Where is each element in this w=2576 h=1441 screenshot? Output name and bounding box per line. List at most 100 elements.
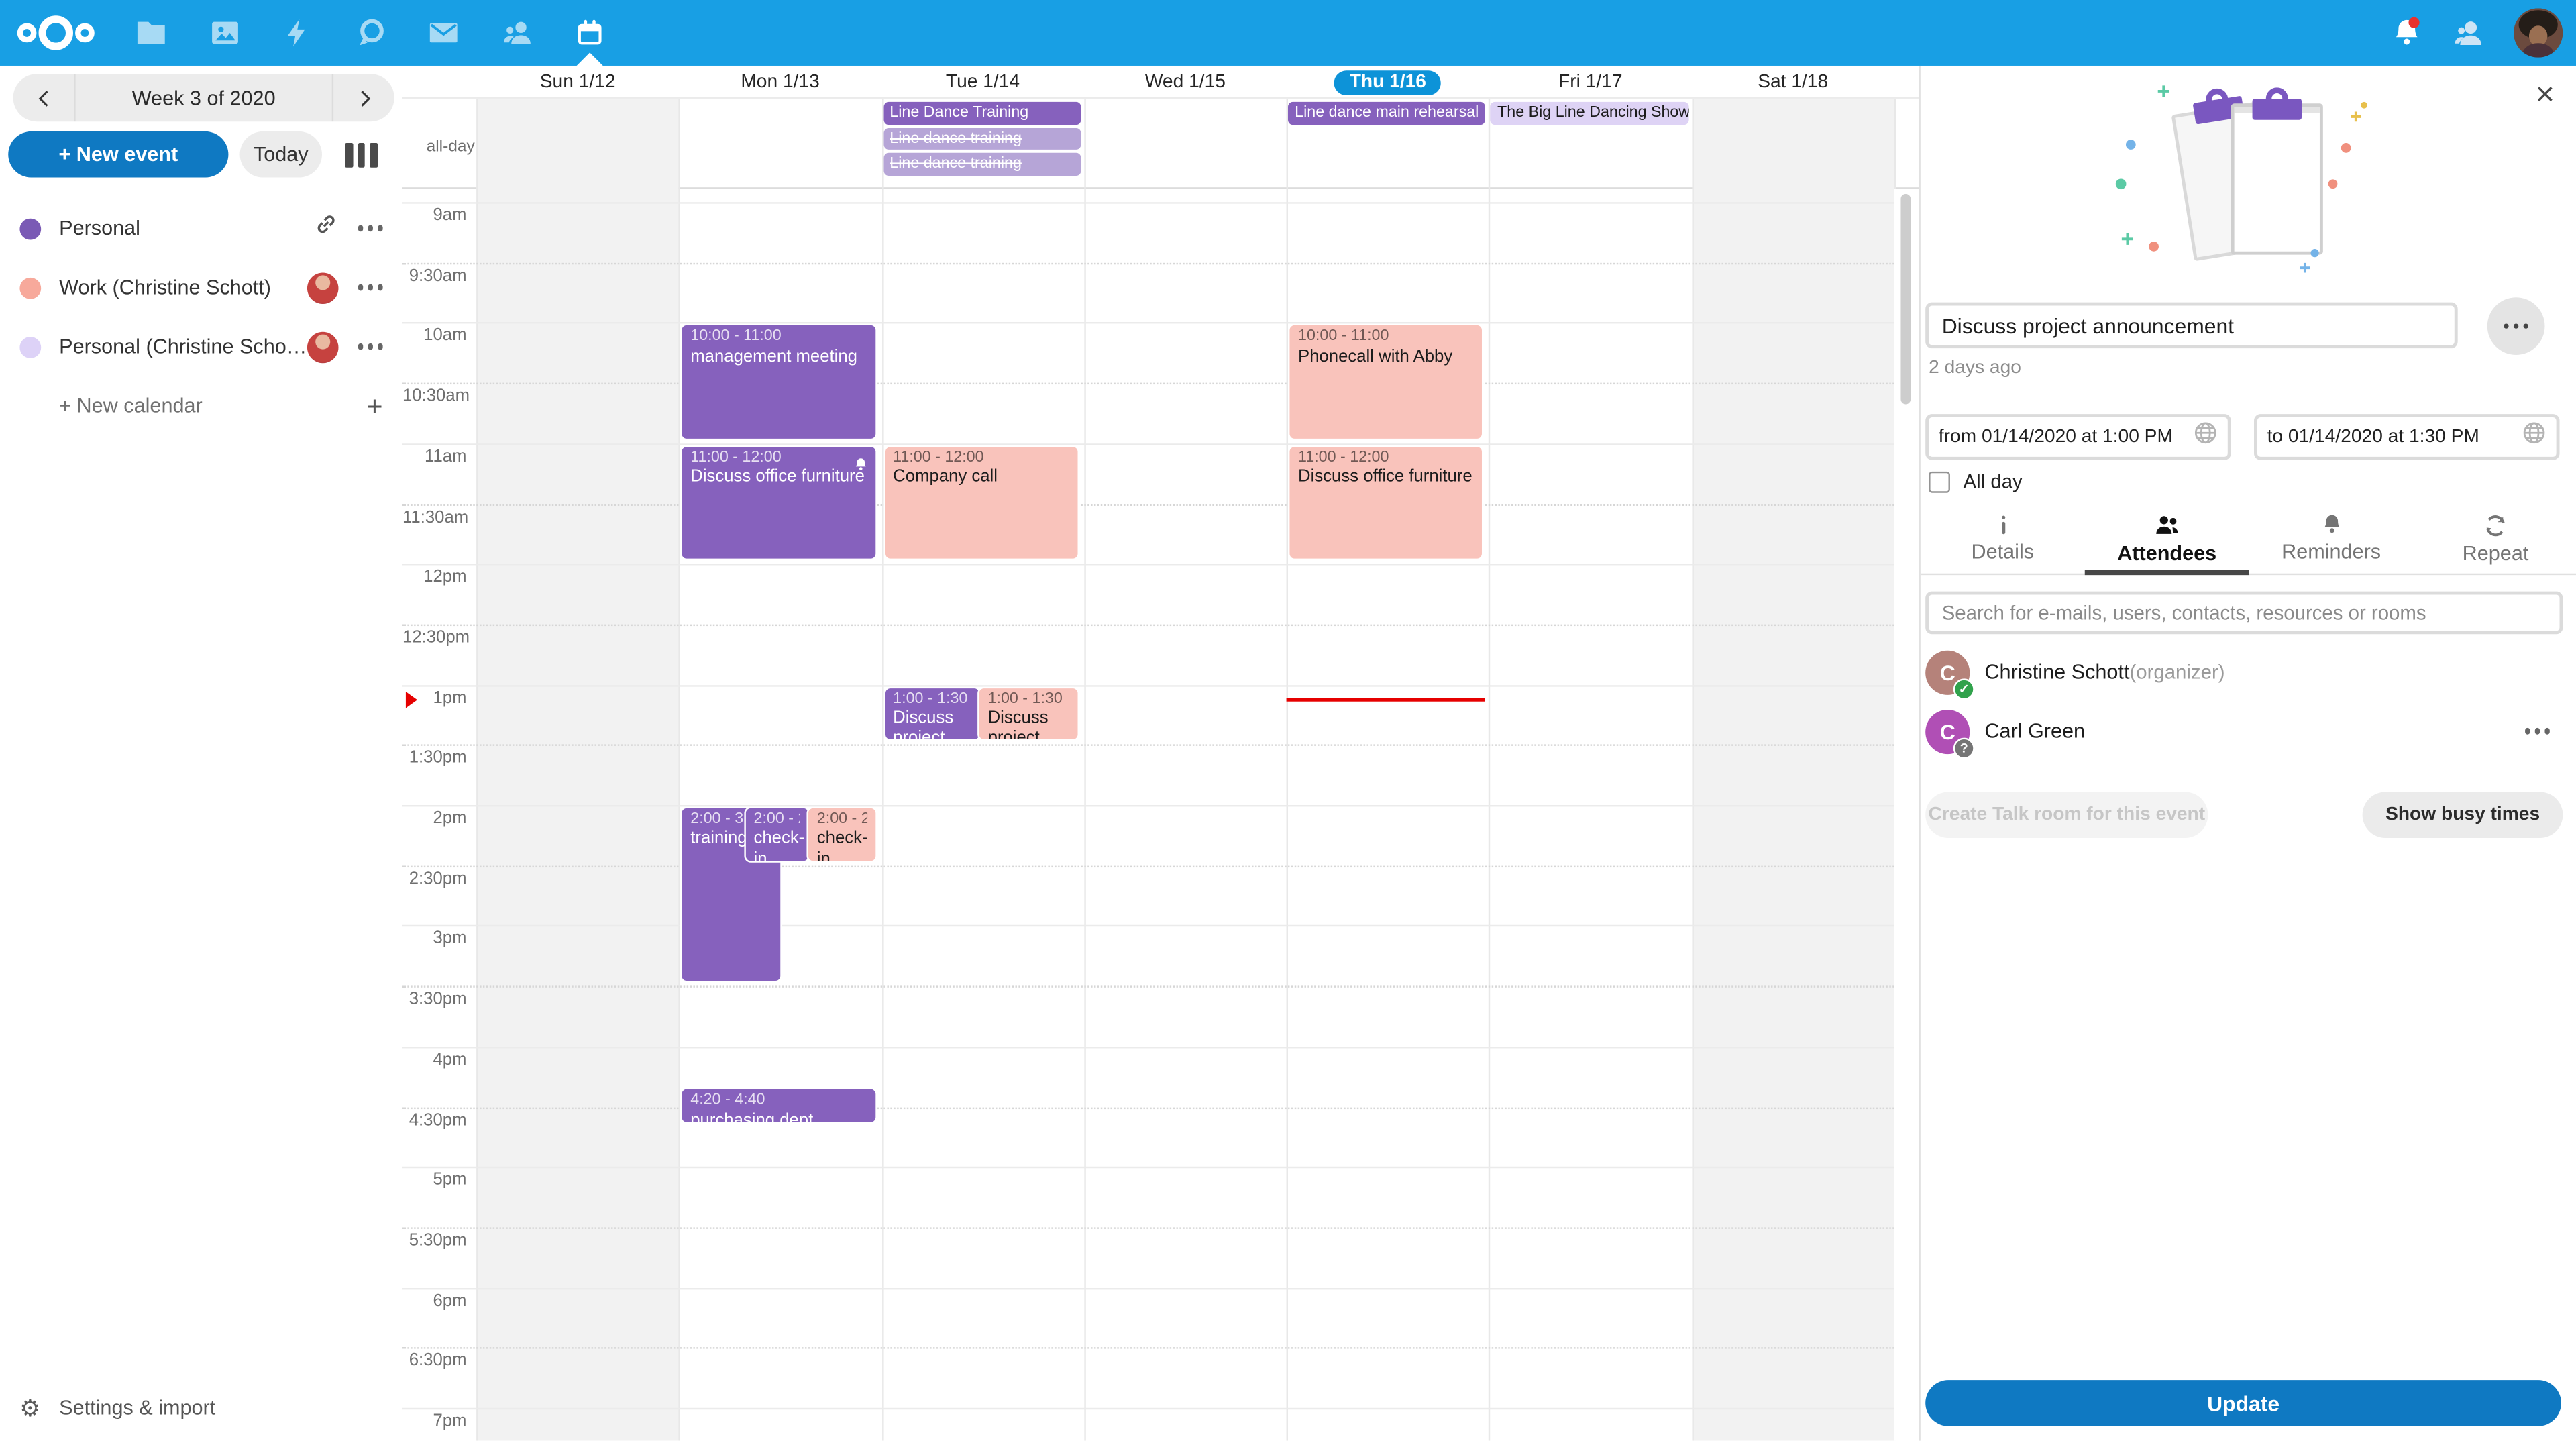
day-header[interactable]: Mon 1/13 [741,72,820,93]
calendar-scrollbar[interactable] [1894,189,1919,1441]
day-header[interactable]: Thu 1/16 [1287,66,1489,99]
calendar-event[interactable]: 11:00 - 12:00 Discuss office furniture [680,445,877,561]
end-datetime-input[interactable] [2267,427,2522,447]
all-day-label: all-day [426,138,475,156]
app-calendar-icon[interactable] [553,0,627,66]
attendee-actions-row: Create Talk room for this event Show bus… [1925,792,2563,838]
app-contacts-icon[interactable] [480,0,553,66]
app-files-icon[interactable] [115,0,188,66]
day-header[interactable]: Tue 1/14 [945,72,1020,93]
week-label: Week 3 of 2020 [131,86,276,109]
end-datetime-field[interactable] [2254,414,2560,460]
all-day-event[interactable]: Line dance main rehearsal [1288,101,1486,124]
nextcloud-logo-icon[interactable] [16,8,95,66]
tab-repeat[interactable]: Repeat [2414,502,2576,573]
calendar-menu-icon[interactable] [357,221,383,236]
next-week-button[interactable] [331,74,394,122]
grid-line [402,745,1894,747]
calendar-menu-icon[interactable] [357,339,383,354]
grid-line [881,98,883,189]
pending-question-icon: ? [1953,737,1975,759]
grid-line [679,189,681,1441]
app-photos-icon[interactable] [188,0,261,66]
grid-line [402,1407,1894,1410]
time-axis-label: 6pm [433,1290,467,1311]
app-mail-icon[interactable] [407,0,480,66]
day-header[interactable]: Sat 1/18 [1758,72,1829,93]
grid-line [476,98,478,189]
view-toggle-icon[interactable] [345,142,378,167]
update-button[interactable]: Update [1925,1380,2561,1426]
day-header[interactable]: Sun 1/12 [539,72,616,93]
all-day-event[interactable]: Line Dance Training [883,101,1081,124]
active-app-indicator [576,52,603,66]
calendar-event[interactable]: 10:00 - 11:00 management meeting [680,324,877,440]
new-event-button[interactable]: + New event [8,131,229,178]
grid-line [1489,189,1491,1441]
timezone-globe-icon[interactable] [2193,421,2218,453]
calendar-item-personal[interactable]: Personal [0,199,402,258]
close-icon[interactable]: × [2535,77,2555,113]
clipboard-illustration [2114,79,2377,284]
user-avatar[interactable] [2513,8,2563,58]
time-axis-label: 5pm [433,1170,467,1190]
time-axis-label: 9:30am [409,265,467,286]
attendee-search-input[interactable] [1925,591,2563,635]
all-day-checkbox[interactable]: All day [1929,470,2023,493]
new-calendar-button[interactable]: + New calendar + [59,390,383,422]
calendar-item-work[interactable]: Work (Christine Schott) [0,258,402,317]
grid-line [1489,98,1491,189]
day-header[interactable]: Fri 1/17 [1558,72,1623,93]
app-activity-icon[interactable] [261,0,334,66]
today-button[interactable]: Today [239,131,323,178]
week-switcher: Week 3 of 2020 [13,74,394,122]
calendar-event[interactable]: 1:00 - 1:30 Discuss project [977,686,1079,742]
share-link-icon[interactable] [313,212,338,245]
calendar-menu-icon[interactable] [357,280,383,295]
settings-import-button[interactable]: ⚙ Settings & import [0,1383,402,1432]
calendar-event[interactable]: 4:20 - 4:40 purchasing dept [680,1087,877,1124]
create-talk-room-button[interactable]: Create Talk room for this event [1925,792,2208,838]
left-sidebar: Week 3 of 2020 + New event Today Persona… [0,65,403,1441]
tab-details[interactable]: Details [1921,502,2085,573]
top-bar [0,0,2576,66]
tab-attendees[interactable]: Attendees [2085,502,2249,573]
timezone-globe-icon[interactable] [2522,421,2546,453]
event-title-input[interactable] [1925,302,2458,349]
attendee-row-organizer[interactable]: C ✓ Christine Schott (organizer) [1925,649,2573,700]
previous-week-button[interactable] [13,74,76,122]
notifications-bell-icon[interactable] [2389,15,2425,51]
start-datetime-input[interactable] [1938,427,2194,447]
event-actions-button[interactable] [2487,297,2545,355]
calendar-event[interactable]: 11:00 - 12:00 Discuss office furniture [1288,445,1485,561]
day-header[interactable]: Wed 1/15 [1144,72,1226,93]
tab-reminders[interactable]: Reminders [2249,502,2414,573]
calendar-body[interactable]: 9am 9:30am 10am 10:30am 11am 11:30am 12pm 12:30… [402,189,1919,1441]
grid-line [1691,189,1694,1441]
calendar-event[interactable]: 2:00 - 2:30check-in [743,806,810,862]
calendar-event[interactable]: 11:00 - 12:00 Company call [883,445,1079,561]
grid-line [402,503,1894,506]
calendar-event[interactable]: 2:00 - 2:30check-in [807,806,877,862]
show-busy-times-button[interactable]: Show busy times [2362,792,2563,838]
grid-line [402,985,1894,988]
attendee-menu-icon[interactable] [2524,723,2550,739]
all-day-event[interactable]: The Big Line Dancing Show [1491,101,1688,124]
all-day-row[interactable]: all-day Line Dance Training Line dance tr… [402,98,1919,189]
attendee-row-guest[interactable]: C ? Carl Green [1925,708,2573,759]
start-datetime-field[interactable] [1925,414,2231,460]
grid-line [1083,98,1086,189]
editor-tabs: Details Attendees Reminders Repeat [1920,502,2576,576]
calendar-event[interactable]: 10:00 - 11:00 Phonecall with Abby [1288,324,1485,440]
weekend-shade [1691,98,1894,189]
checkbox-box[interactable] [1929,470,1950,492]
current-time-marker [405,692,418,709]
all-day-event[interactable]: Line dance training [883,127,1081,150]
all-day-event[interactable]: Line dance training [883,152,1081,175]
calendar-item-personal-christine[interactable]: Personal (Christine Scho… [0,317,402,376]
scrollbar-thumb[interactable] [1900,193,1911,405]
app-talk-icon[interactable] [334,0,407,66]
calendar-list: Personal Work (Christine Schott) P [0,199,402,435]
contacts-menu-icon[interactable] [2451,15,2487,51]
